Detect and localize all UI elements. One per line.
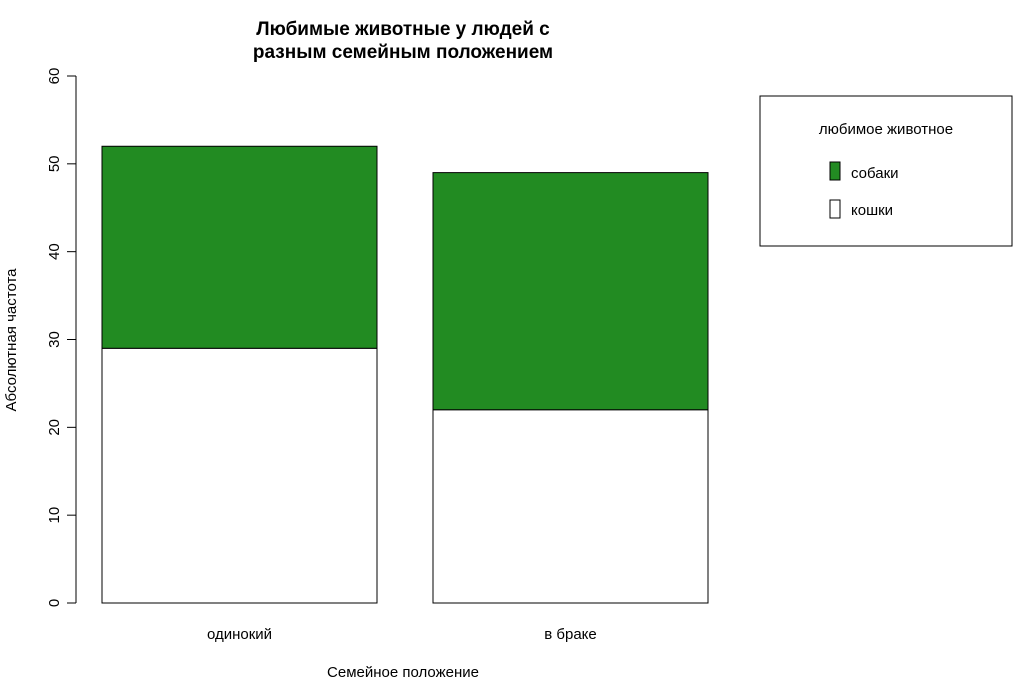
legend-swatch-dogs: [829, 161, 841, 181]
legend-box: [759, 95, 1013, 247]
y-tick-label: 20: [46, 419, 63, 436]
x-tick-label: в браке: [544, 626, 597, 643]
y-tick-label: 60: [46, 68, 63, 85]
x-axis-label: Семейное положение: [327, 664, 479, 681]
bar-cats-0: [101, 347, 378, 604]
bar-dogs-1: [432, 172, 709, 411]
y-tick-label: 50: [46, 155, 63, 172]
legend-label-cats: кошки: [851, 202, 893, 219]
y-tick-label: 10: [46, 507, 63, 524]
x-tick-label: одинокий: [207, 626, 272, 643]
y-tick-label: 0: [46, 599, 63, 607]
y-axis-label: Абсолютная частота: [3, 268, 20, 412]
chart-title-line-2: разным семейным положением: [253, 42, 553, 63]
legend-label-dogs: собаки: [851, 165, 899, 182]
y-axis: 0 10 20 30 40 50 60: [46, 68, 77, 607]
legend: любимое животное собаки кошки: [759, 95, 1013, 247]
y-tick-label: 40: [46, 243, 63, 260]
legend-title: любимое животное: [819, 121, 953, 138]
bar-cats-1: [432, 409, 709, 604]
x-tick-labels: одинокий в браке: [207, 626, 597, 643]
bar-dogs-0: [101, 145, 378, 349]
chart-title-line-1: Любимые животные у людей с: [256, 19, 550, 40]
y-tick-label: 30: [46, 331, 63, 348]
bars: [101, 145, 709, 604]
legend-swatch-cats: [829, 199, 841, 219]
